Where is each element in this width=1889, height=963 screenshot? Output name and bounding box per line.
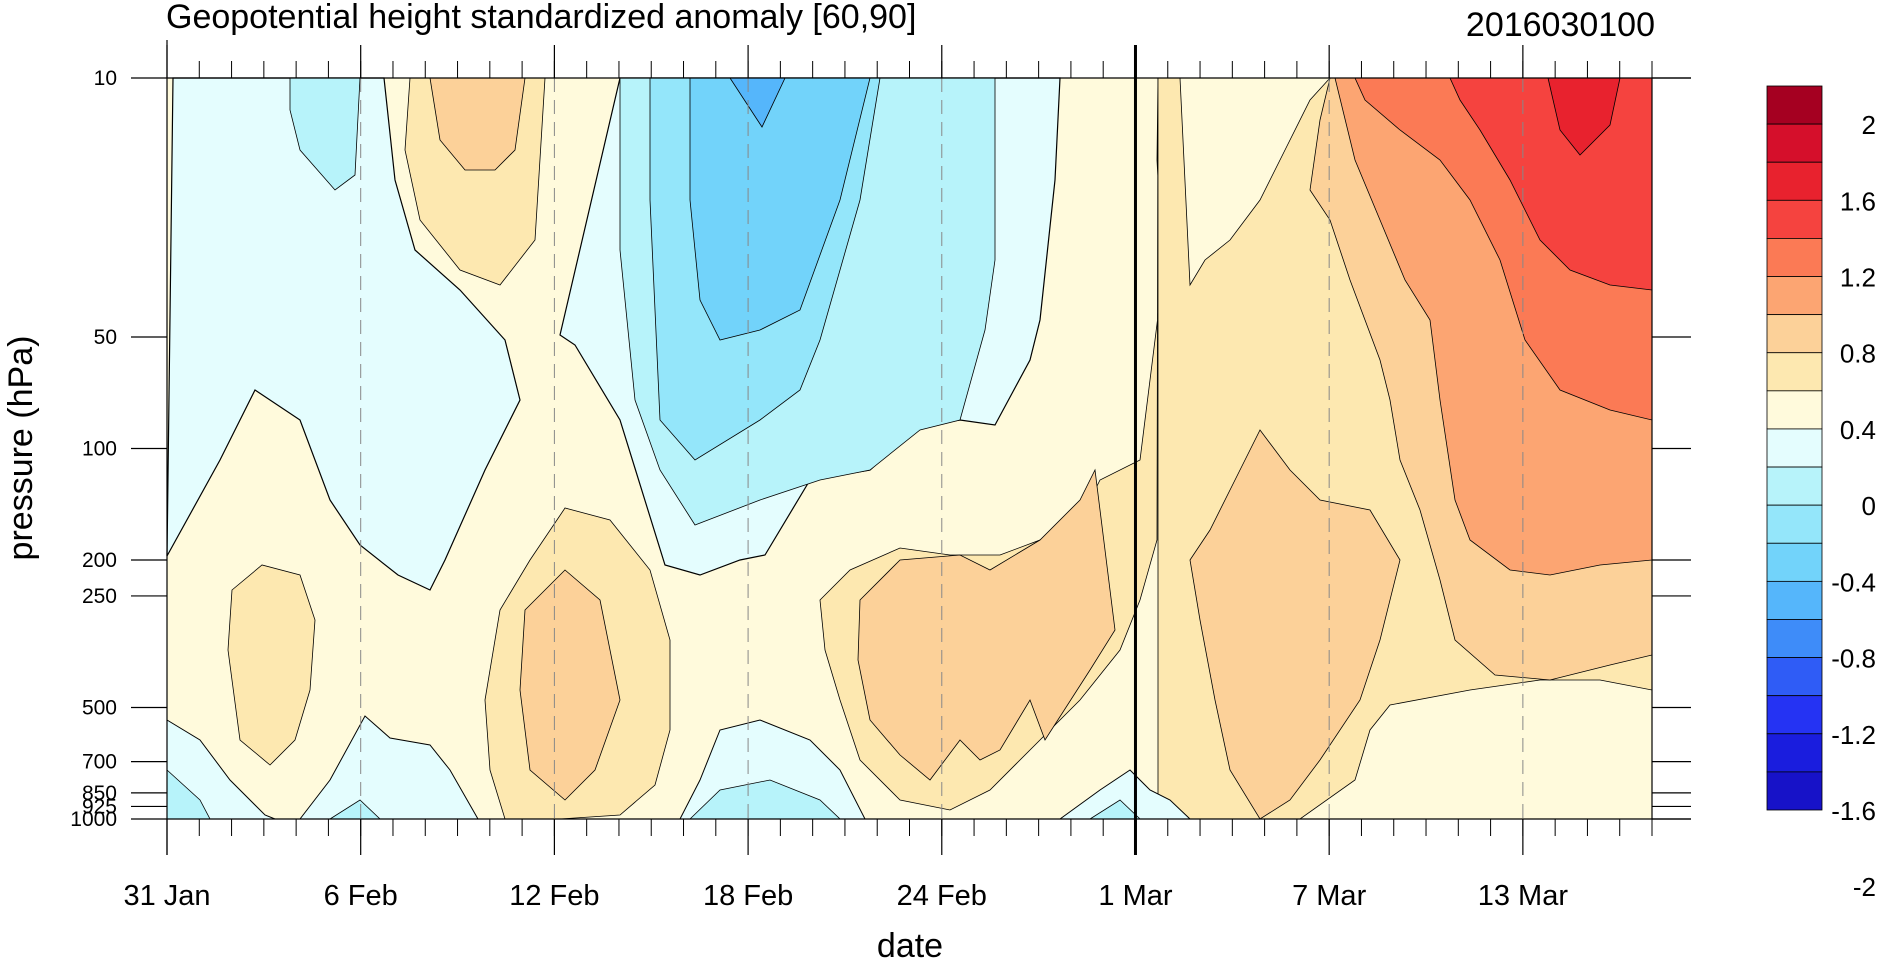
colorbar-label: 0.4: [1840, 415, 1876, 445]
x-tick-label: 18 Feb: [703, 880, 793, 912]
contour-region: [857, 468, 1116, 781]
colorbar-swatch: [1766, 695, 1823, 735]
y-tick-label: 100: [82, 438, 117, 461]
x-axis-minor-ticks: [166, 61, 1653, 836]
colorbar-swatch: [1766, 580, 1823, 620]
colorbar-label: 1.6: [1840, 186, 1876, 216]
colorbar-swatch: [1766, 466, 1823, 506]
chart-date-stamp: 2016030100: [1466, 6, 1655, 44]
y-tick-label: 10: [94, 67, 117, 90]
x-axis-ticks: 31 Jan 6 Feb 12 Feb 18 Feb 24 Feb 1 Mar 7 Mar 1…: [123, 45, 1568, 912]
colorbar-label: -0.4: [1831, 567, 1876, 597]
y-tick-label: 50: [94, 326, 117, 349]
x-tick-label: 12 Feb: [509, 880, 599, 912]
colorbar-label: -1.2: [1831, 720, 1876, 750]
y-tick-label: 850: [82, 782, 117, 805]
colorbar-swatch: [1766, 199, 1823, 239]
y-tick-label: 200: [82, 549, 117, 572]
chart-title: Geopotential height standardized anomaly…: [166, 0, 916, 36]
colorbar-label: -2: [1853, 872, 1876, 902]
x-tick-label: 31 Jan: [123, 880, 210, 912]
y-tick-label: 1000: [70, 808, 117, 831]
y-tick-label: 500: [82, 696, 117, 719]
colorbar-swatch: [1766, 123, 1823, 163]
contour-region: [689, 77, 871, 341]
y-tick-label: 925: [82, 795, 117, 818]
contour-region: [1189, 429, 1401, 820]
x-tick-label: 7 Mar: [1292, 880, 1366, 912]
contour-region: [519, 569, 621, 801]
contour-region: [298, 715, 479, 820]
x-tick-label: 1 Mar: [1098, 880, 1172, 912]
colorbar-label: 2: [1862, 110, 1876, 140]
colorbar-swatch: [1766, 85, 1823, 125]
y-tick-label: 700: [82, 751, 117, 774]
colorbar-swatch: [1766, 161, 1823, 201]
colorbar-swatch: [1766, 428, 1823, 468]
colorbar-swatch: [1766, 390, 1823, 430]
contour-region: [227, 564, 316, 766]
colorbar-swatch: [1766, 314, 1823, 354]
colorbar-swatch: [1766, 238, 1823, 277]
y-tick-label: 250: [82, 585, 117, 608]
colorbar-swatch: [1766, 352, 1823, 392]
colorbar-label: 1.2: [1840, 263, 1876, 293]
colorbar-swatch: [1766, 542, 1823, 582]
colorbar-swatch: [1766, 276, 1823, 316]
contour-region: [166, 77, 521, 591]
colorbar-swatch: [1766, 504, 1823, 544]
contour-fill-layer: [166, 77, 1653, 820]
colorbar-swatch: [1766, 619, 1823, 658]
colorbar-swatch: [1766, 733, 1823, 773]
colorbar-swatch: [1766, 771, 1823, 811]
x-axis-title: date: [877, 927, 943, 963]
x-tick-label: 6 Feb: [324, 880, 398, 912]
colorbar-swatch: [1766, 657, 1823, 697]
x-tick-label: 24 Feb: [897, 880, 987, 912]
colorbar-label: 0: [1862, 491, 1876, 521]
colorbar-label: -0.8: [1831, 644, 1876, 674]
x-tick-label: 13 Mar: [1478, 880, 1569, 912]
colorbar-label: -1.6: [1831, 796, 1876, 826]
y-axis-title: pressure (hPa): [2, 336, 40, 561]
colorbar: 2 1.6 1.2 0.8 0.4 0 -0.4 -0.8 -1.2 -1.6 -2: [1766, 85, 1876, 902]
colorbar-label: 0.8: [1840, 339, 1876, 369]
